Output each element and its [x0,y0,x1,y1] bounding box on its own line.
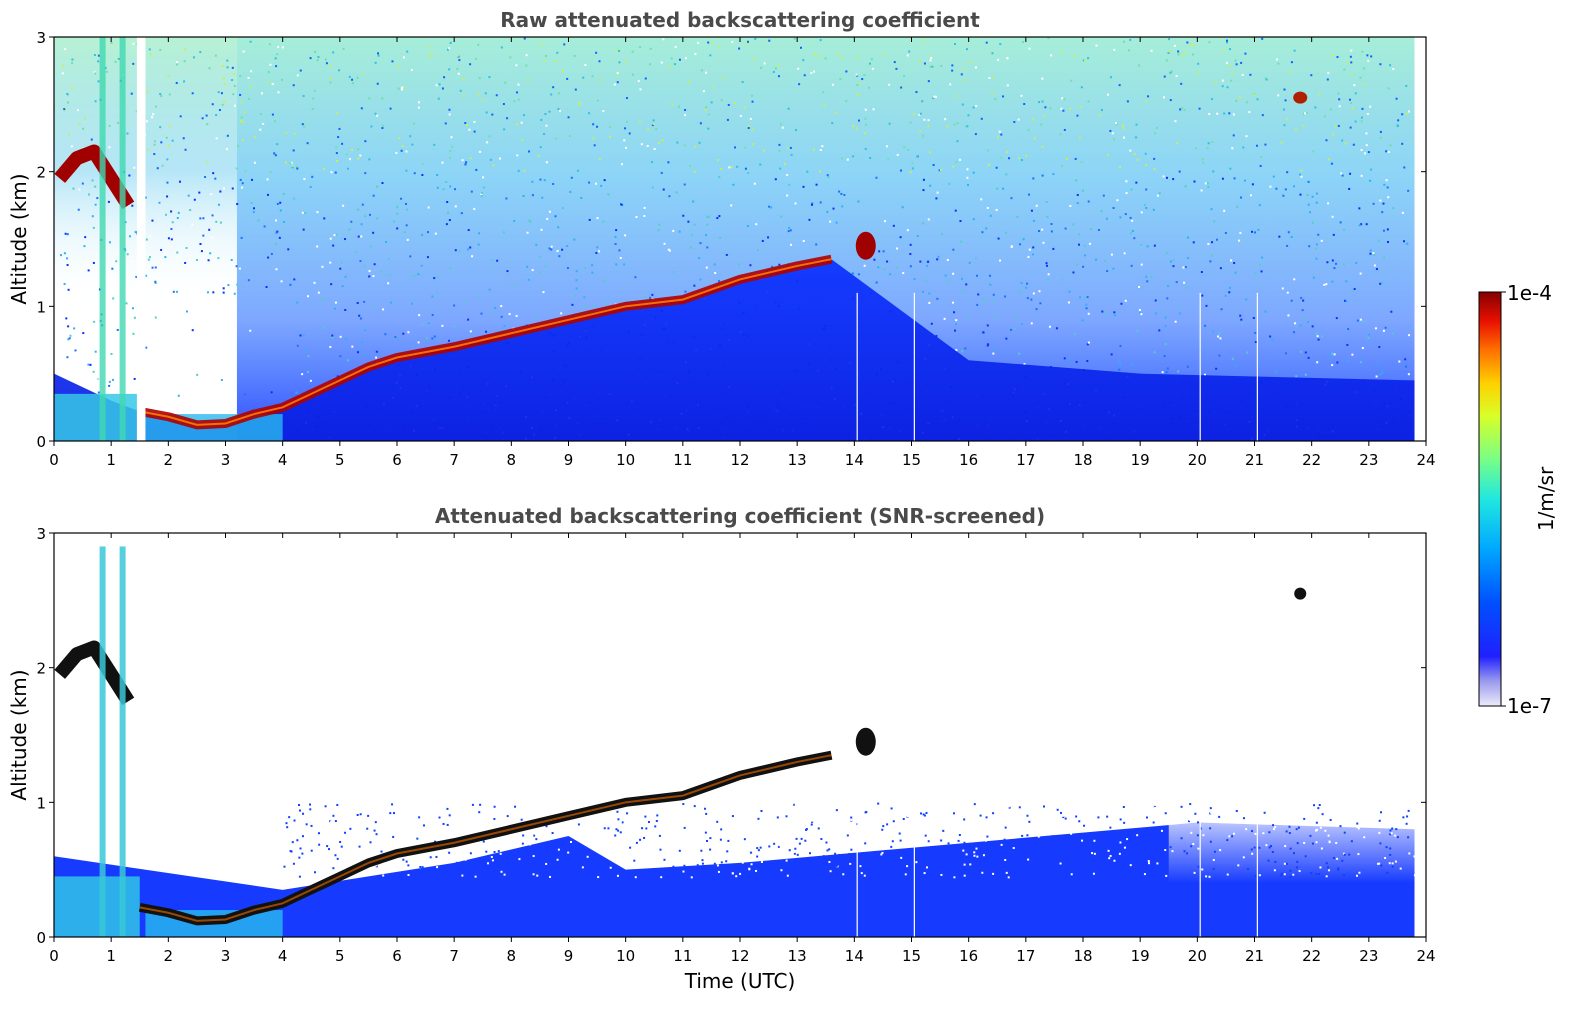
x-tick-label: 24 [1416,947,1435,965]
x-tick-label: 0 [49,451,59,469]
x-tick-label: 22 [1302,451,1321,469]
x-tick-label: 17 [1016,451,1035,469]
colorbar-max-label: 1e-4 [1507,281,1552,305]
x-tick-label: 10 [616,947,635,965]
cloud-14h [855,727,876,756]
x-tick-label: 13 [788,947,807,965]
early-cloud [54,640,135,706]
noise-field-early [54,37,237,307]
x-tick-label: 23 [1359,451,1378,469]
x-tick-label: 2 [164,451,174,469]
x-tick-label: 12 [730,451,749,469]
cloud-22h [1293,91,1308,104]
x-tick-label: 13 [788,451,807,469]
x-tick-label: 1 [106,451,116,469]
x-tick-label: 20 [1188,947,1207,965]
y-tick-label: 0 [36,433,46,451]
early-cloud [54,144,135,210]
screened-backscatter-panel: Attenuated backscattering coefficient (S… [7,504,1436,993]
raw-heatmap-area [54,37,1426,441]
x-tick-label: 7 [449,451,459,469]
x-tick-label: 8 [507,947,517,965]
x-tick-label: 9 [564,947,574,965]
colorbar-min-label: 1e-7 [1507,694,1552,718]
raw-x-axis: 0 1 2 3 4 5 6 7 8 9 10 11 12 13 14 15 16 17 18 19 20 21 22 23 24 [49,37,1436,469]
x-axis-label: Time (UTC) [684,969,796,993]
x-tick-label: 7 [449,947,459,965]
colorbar: 1e-4 1e-7 1/m/sr [1478,281,1558,718]
screened-x-axis: 0 1 2 3 4 5 6 7 8 9 10 11 12 13 14 15 16 17 18 19 20 21 22 23 24 [49,533,1436,965]
y-tick-label: 3 [36,525,46,543]
y-tick-label: 0 [36,929,46,947]
x-tick-label: 18 [1073,947,1092,965]
x-tick-label: 16 [959,451,978,469]
y-tick-label: 1 [36,794,46,812]
x-tick-label: 21 [1245,451,1264,469]
x-tick-label: 11 [673,947,692,965]
y-tick-label: 3 [36,29,46,47]
raw-y-axis-label: Altitude (km) [7,173,31,304]
x-tick-label: 5 [335,451,345,469]
x-tick-label: 21 [1245,947,1264,965]
colorbar-unit-label: 1/m/sr [1534,466,1558,531]
screened-y-axis: 0 1 2 3 [36,525,1426,947]
screened-panel-title: Attenuated backscattering coefficient (S… [435,504,1045,528]
x-tick-label: 5 [335,947,345,965]
x-tick-label: 3 [221,451,231,469]
x-tick-label: 23 [1359,947,1378,965]
x-tick-label: 8 [507,451,517,469]
x-tick-label: 6 [392,947,402,965]
x-tick-label: 4 [278,947,288,965]
screened-signal [54,822,1415,937]
raw-backscatter-panel: Raw attenuated backscattering coefficien… [7,8,1436,469]
x-tick-label: 14 [845,947,864,965]
x-tick-label: 0 [49,947,59,965]
x-tick-label: 6 [392,451,402,469]
x-tick-label: 24 [1416,451,1435,469]
y-tick-label: 2 [36,660,46,678]
screened-y-axis-label: Altitude (km) [7,669,31,800]
y-tick-label: 1 [36,298,46,316]
raw-y-axis: 0 1 2 3 [36,29,1426,451]
x-tick-label: 14 [845,451,864,469]
x-tick-label: 9 [564,451,574,469]
cloud-22h [1294,587,1307,600]
x-tick-label: 2 [164,947,174,965]
x-tick-label: 15 [902,451,921,469]
x-tick-label: 3 [221,947,231,965]
x-tick-label: 19 [1131,947,1150,965]
x-tick-label: 15 [902,947,921,965]
screened-heatmap-area [54,533,1426,937]
x-tick-label: 16 [959,947,978,965]
raw-panel-title: Raw attenuated backscattering coefficien… [500,8,980,32]
x-tick-label: 4 [278,451,288,469]
x-tick-label: 11 [673,451,692,469]
y-tick-label: 2 [36,164,46,182]
x-tick-label: 12 [730,947,749,965]
boundary-layer [54,259,1415,441]
cloud-14h [855,231,876,260]
x-tick-label: 20 [1188,451,1207,469]
x-tick-label: 22 [1302,947,1321,965]
x-tick-label: 18 [1073,451,1092,469]
x-tick-label: 10 [616,451,635,469]
x-tick-label: 1 [106,947,116,965]
x-tick-label: 17 [1016,947,1035,965]
colorbar-gradient [1478,291,1502,707]
x-tick-label: 19 [1131,451,1150,469]
